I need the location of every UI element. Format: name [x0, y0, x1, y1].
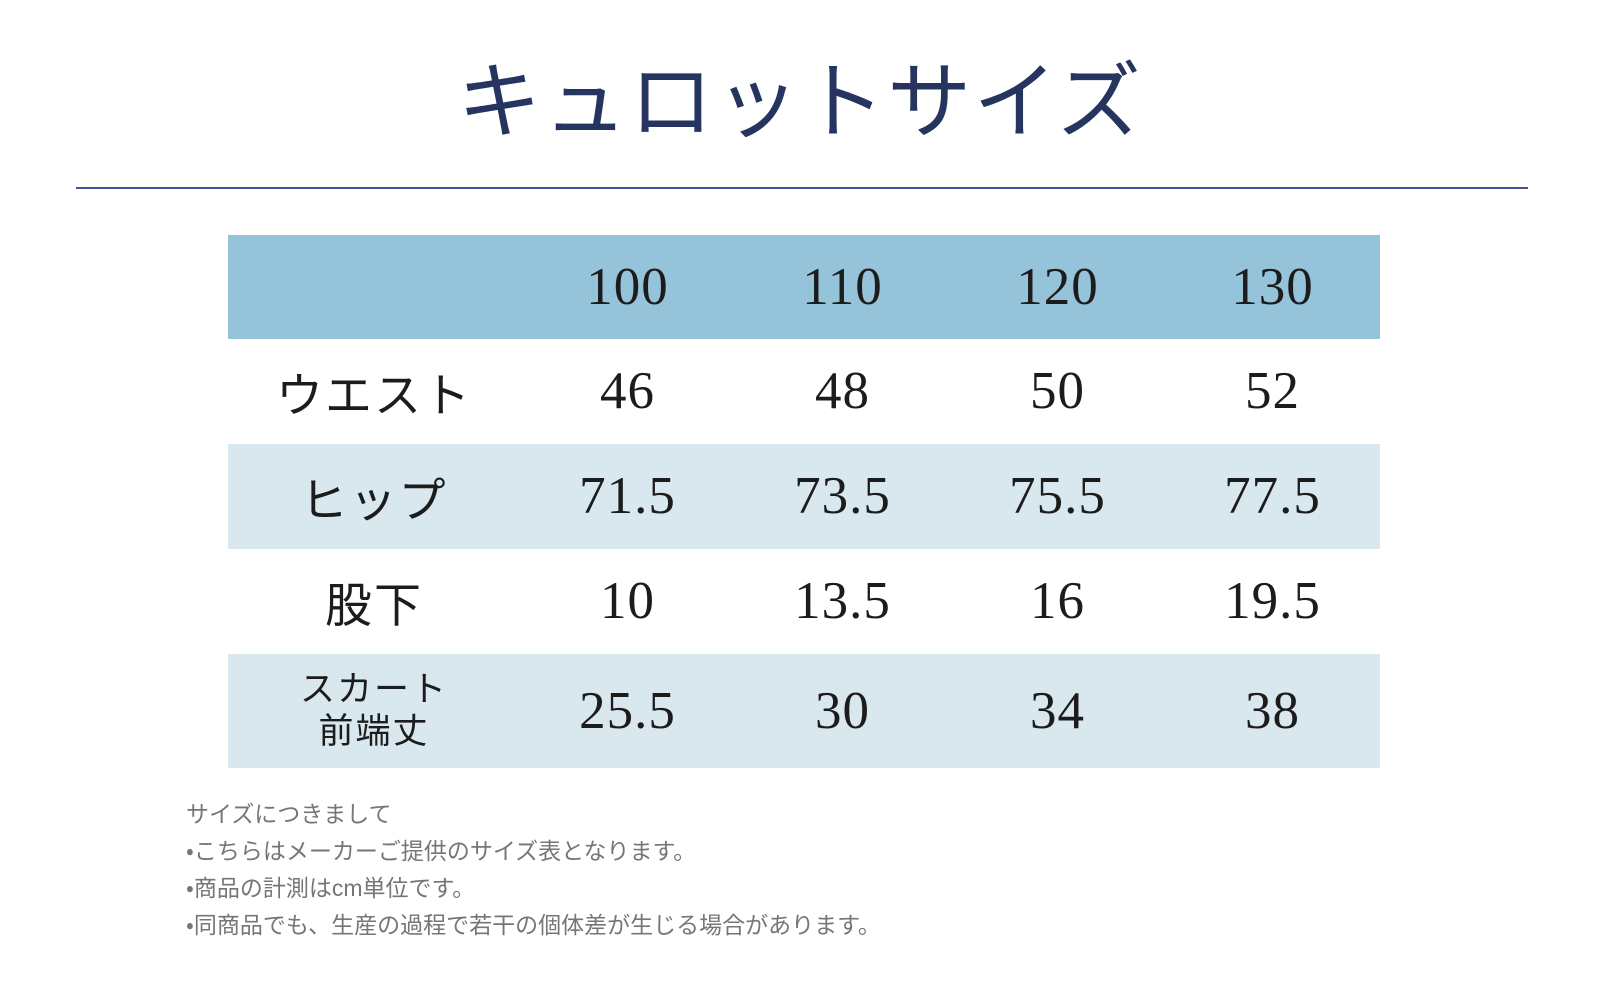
cell-hip-120: 75.5	[1009, 467, 1106, 526]
cell-inseam-110: 13.5	[794, 572, 891, 631]
cell-hip-110: 73.5	[794, 467, 891, 526]
cell-waist-120: 50	[1030, 362, 1085, 421]
cell-hip-130: 77.5	[1224, 467, 1321, 526]
cell-skirt-120: 34	[1030, 681, 1085, 740]
cell-inseam-120: 16	[1030, 572, 1085, 631]
title-divider	[76, 186, 1528, 189]
row-label-skirt-line1: スカート	[299, 670, 448, 710]
row-label-inseam: 股下	[325, 580, 423, 633]
row-label-waist: ウエスト	[276, 370, 472, 423]
header-size-130: 130	[1231, 257, 1314, 316]
size-table: 100 110 120 130 ウエスト 46 48 50 52 ヒップ 71.…	[228, 234, 1380, 768]
row-label-hip: ヒップ	[300, 475, 448, 528]
note-item-cm-unit: ・商品の計測はcm単位です。	[186, 874, 476, 901]
cell-waist-130: 52	[1245, 362, 1300, 421]
table-row-waist: ウエスト 46 48 50 52	[228, 339, 1380, 444]
table-row-inseam: 股下 10 13.5 16 19.5	[228, 549, 1380, 654]
table-row-skirt-front-length: スカート 前端丈 25.5 30 34 38	[228, 653, 1380, 768]
header-size-100: 100	[586, 257, 669, 316]
table-row-hip: ヒップ 71.5 73.5 75.5 77.5	[228, 443, 1380, 549]
cell-waist-100: 46	[600, 362, 655, 421]
cell-hip-100: 71.5	[579, 467, 676, 526]
cell-skirt-110: 30	[815, 681, 870, 740]
note-item-maker: ・こちらはメーカーご提供のサイズ表となります。	[186, 837, 697, 864]
table-header-row: 100 110 120 130	[228, 234, 1380, 339]
page-title: キュロットサイズ	[457, 57, 1143, 150]
cell-inseam-130: 19.5	[1224, 572, 1321, 631]
header-empty-cell	[228, 235, 520, 339]
header-size-120: 120	[1016, 257, 1099, 316]
note-item-variation: ・同商品でも、生産の過程で若干の個体差が生じる場合があります。	[186, 911, 881, 938]
cell-skirt-100: 25.5	[579, 681, 676, 740]
header-size-110: 110	[802, 257, 883, 316]
row-label-skirt-front-length: スカート 前端丈	[228, 654, 520, 768]
size-chart-page: キュロットサイズ 100 110 120 130 ウエスト 46 48 50	[0, 56, 1600, 1000]
cell-skirt-130: 38	[1245, 681, 1300, 740]
row-label-skirt-line2: 前端丈	[318, 711, 430, 751]
cell-inseam-100: 10	[600, 572, 655, 631]
cell-waist-110: 48	[815, 362, 870, 421]
size-notes: サイズにつきまして ・こちらはメーカーご提供のサイズ表となります。 ・商品の計測…	[186, 796, 1600, 944]
notes-heading: サイズにつきまして	[186, 800, 392, 827]
